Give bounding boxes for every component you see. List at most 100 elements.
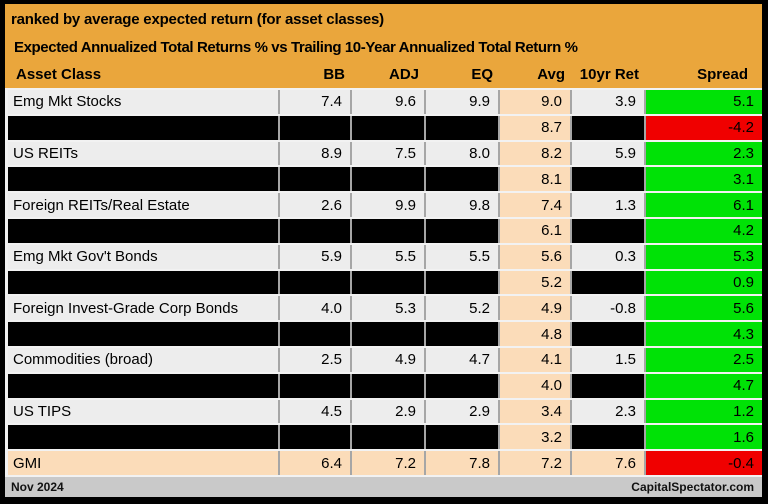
bb-cell: 6.4 [280,451,350,475]
spread-cell: 0.9 [646,270,762,295]
column-header-bb: BB [323,66,345,83]
column-header-10yr-ret: 10yr Ret [579,66,639,83]
adj-cell: 2.9 [352,399,424,424]
spread-cell: -4.2 [646,115,762,140]
asset-class-cell: Commodities (broad) [8,347,278,372]
column-header-asset-class: Asset Class [16,66,102,83]
spread-cell: 5.6 [646,296,762,321]
adj-cell: 9.9 [352,193,424,217]
bb-cell: 8.9 [280,141,350,166]
avg-cell: 6.1 [500,218,570,243]
table-row: Foreign REITs/Real Estate 2.6 9.9 9.8 7.… [8,193,762,217]
table-row: 3.2 1.6 [8,425,762,450]
ret-10yr-cell [572,218,644,243]
asset-class-cell [8,115,278,140]
ret-10yr-cell [572,322,644,346]
spread-cell: 1.2 [646,399,762,424]
adj-cell [352,218,424,243]
bb-cell [280,270,350,295]
spread-cell: 3.1 [646,167,762,192]
spread-cell: 1.6 [646,425,762,450]
footer-date: Nov 2024 [11,480,64,494]
avg-cell: 8.2 [500,141,570,166]
avg-cell: 7.2 [500,451,570,475]
eq-cell: 4.7 [426,347,498,372]
spread-cell: -0.4 [646,451,762,475]
ret-10yr-cell: -0.8 [572,296,644,321]
eq-cell [426,373,498,398]
column-header-spread: Spread [697,66,748,83]
eq-cell: 9.9 [426,90,498,114]
adj-cell [352,425,424,450]
capital-spectator-table: ranked by average expected return (for a… [5,4,762,497]
bb-cell: 7.4 [280,90,350,114]
table-footer: Nov 2024 CapitalSpectator.com [5,477,762,497]
asset-class-cell: GMI [8,451,278,475]
adj-cell: 7.5 [352,141,424,166]
bb-cell: 5.9 [280,244,350,269]
asset-class-cell [8,322,278,346]
ret-10yr-cell: 5.9 [572,141,644,166]
eq-cell: 9.8 [426,193,498,217]
avg-cell: 8.1 [500,167,570,192]
asset-class-cell: Foreign Invest-Grade Corp Bonds [8,296,278,321]
spread-cell: 4.7 [646,373,762,398]
spread-cell: 6.1 [646,193,762,217]
asset-class-cell [8,218,278,243]
bb-cell [280,322,350,346]
avg-cell: 7.4 [500,193,570,217]
adj-cell: 5.3 [352,296,424,321]
bb-cell [280,425,350,450]
avg-cell: 4.9 [500,296,570,321]
adj-cell [352,115,424,140]
eq-cell [426,167,498,192]
table-row: 8.1 3.1 [8,167,762,192]
avg-cell: 5.2 [500,270,570,295]
chart-title: ranked by average expected return (for a… [11,11,384,28]
table-row: US REITs 8.9 7.5 8.0 8.2 5.9 2.3 [8,141,762,166]
table-row: Commodities (broad) 2.5 4.9 4.7 4.1 1.5 … [8,347,762,372]
asset-class-cell: US TIPS [8,399,278,424]
eq-cell: 7.8 [426,451,498,475]
bb-cell [280,373,350,398]
eq-cell: 5.2 [426,296,498,321]
asset-class-cell: US REITs [8,141,278,166]
table-row: Emg Mkt Stocks 7.4 9.6 9.9 9.0 3.9 5.1 [8,90,762,114]
spread-cell: 5.3 [646,244,762,269]
table-row: Foreign Invest-Grade Corp Bonds 4.0 5.3 … [8,296,762,321]
eq-cell [426,115,498,140]
asset-class-cell [8,167,278,192]
adj-cell [352,270,424,295]
column-header-row: Asset Class BB ADJ EQ Avg 10yr Ret Sprea… [11,66,756,88]
adj-cell: 4.9 [352,347,424,372]
eq-cell: 2.9 [426,399,498,424]
adj-cell [352,167,424,192]
avg-cell: 3.2 [500,425,570,450]
bb-cell [280,218,350,243]
footer-site-credit: CapitalSpectator.com [631,480,754,494]
bb-cell: 2.6 [280,193,350,217]
ret-10yr-cell: 3.9 [572,90,644,114]
asset-class-cell [8,373,278,398]
spread-cell: 4.3 [646,322,762,346]
ret-10yr-cell [572,115,644,140]
avg-cell: 3.4 [500,399,570,424]
table-row: 4.8 4.3 [8,322,762,346]
eq-cell [426,270,498,295]
avg-cell: 8.7 [500,115,570,140]
table-body: Emg Mkt Stocks 7.4 9.6 9.9 9.0 3.9 5.1 8… [5,88,762,477]
eq-cell: 5.5 [426,244,498,269]
bb-cell: 2.5 [280,347,350,372]
column-header-avg: Avg [537,66,565,83]
table-row: US TIPS 4.5 2.9 2.9 3.4 2.3 1.2 [8,399,762,424]
spread-cell: 2.3 [646,141,762,166]
ret-10yr-cell: 0.3 [572,244,644,269]
bb-cell [280,167,350,192]
spread-cell: 2.5 [646,347,762,372]
ret-10yr-cell: 1.5 [572,347,644,372]
table-header: ranked by average expected return (for a… [5,4,762,88]
asset-class-cell [8,270,278,295]
adj-cell [352,322,424,346]
table-row: 6.1 4.2 [8,218,762,243]
chart-subtitle: Expected Annualized Total Returns % vs T… [14,39,578,56]
